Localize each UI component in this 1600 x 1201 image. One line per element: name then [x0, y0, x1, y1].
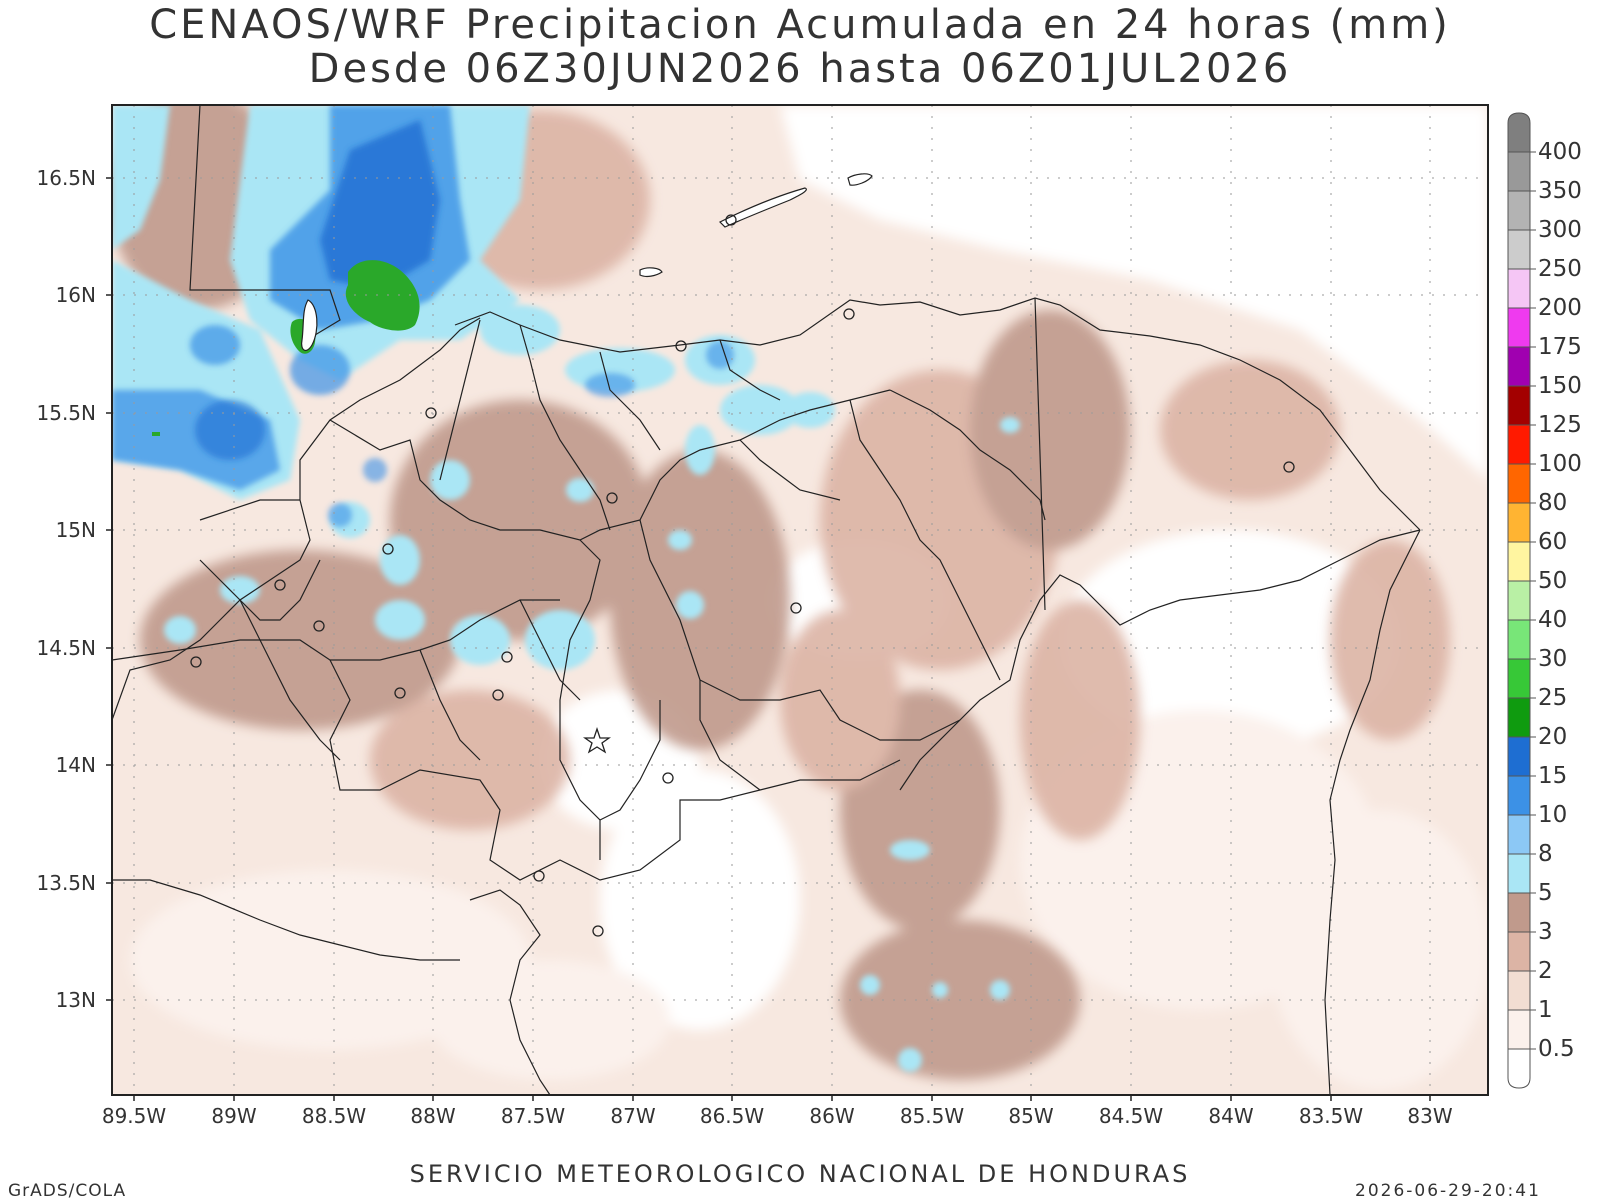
- colorbar-segment: [1507, 1048, 1531, 1089]
- colorbar-segment: [1507, 736, 1531, 777]
- lon-label-84-5w: 84.5W: [1098, 1104, 1164, 1128]
- colorbar-label: 150: [1538, 373, 1582, 399]
- lon-label-83w: 83W: [1407, 1104, 1453, 1128]
- colorbar-label: 3: [1538, 919, 1553, 945]
- lon-label-89-5w: 89.5W: [101, 1104, 167, 1128]
- footer-agency: SERVICIO METEOROLOGICO NACIONAL DE HONDU…: [409, 1160, 1191, 1188]
- axis-ticks: [106, 177, 1431, 1101]
- colorbar-label: 2: [1538, 958, 1553, 984]
- lat-label-16n: 16N: [55, 283, 96, 307]
- colorbar-segment: [1507, 112, 1531, 153]
- colorbar-label: 100: [1538, 451, 1582, 477]
- colorbar-segment: [1507, 697, 1531, 738]
- colorbar-label: 200: [1538, 295, 1582, 321]
- colorbar-label: 10: [1538, 802, 1568, 828]
- colorbar-label: 300: [1538, 217, 1582, 243]
- lon-label-86w: 86W: [809, 1104, 855, 1128]
- lat-label-16-5n: 16.5N: [36, 166, 97, 190]
- chart-subtitle: Desde 06Z30JUN2026 hasta 06Z01JUL2026: [308, 46, 1292, 92]
- colorbar-label: 25: [1538, 685, 1568, 711]
- lon-label-86-5w: 86.5W: [699, 1104, 765, 1128]
- lat-label-14-5n: 14.5N: [36, 636, 97, 660]
- lat-label-15n: 15N: [55, 518, 96, 542]
- lon-label-88w: 88W: [410, 1104, 456, 1128]
- lon-label-88-5w: 88.5W: [301, 1104, 367, 1128]
- chart-title: CENAOS/WRF Precipitacion Acumulada en 24…: [149, 2, 1451, 48]
- lat-label-13-5n: 13.5N: [36, 871, 97, 895]
- colorbar-segment: [1507, 619, 1531, 660]
- colorbar-segment: [1507, 151, 1531, 192]
- capital-star-icon: [582, 726, 612, 754]
- colorbar-label: 15: [1538, 763, 1568, 789]
- coastline-and-borders: [112, 105, 1421, 1095]
- lon-label-85w: 85W: [1008, 1104, 1054, 1128]
- colorbar-label: 250: [1538, 256, 1582, 282]
- colorbar-label: 400: [1538, 139, 1582, 165]
- colorbar-segment: [1507, 658, 1531, 699]
- colorbar-label: 30: [1538, 646, 1568, 672]
- colorbar-label: 0.5: [1538, 1036, 1575, 1062]
- colorbar-segment: [1507, 268, 1531, 309]
- colorbar-segment: [1507, 229, 1531, 270]
- colorbar-segment: [1507, 541, 1531, 582]
- footer-timestamp: 2026-06-29-20:41: [1355, 1181, 1541, 1201]
- colorbar-segment: [1507, 346, 1531, 387]
- colorbar-segment: [1507, 424, 1531, 465]
- colorbar-label: 60: [1538, 529, 1568, 555]
- colorbar-label: 50: [1538, 568, 1568, 594]
- colorbar-segment: [1507, 385, 1531, 426]
- colorbar-label: 80: [1538, 490, 1568, 516]
- colorbar-segment: [1507, 463, 1531, 504]
- lon-label-84w: 84W: [1208, 1104, 1254, 1128]
- lon-label-85-5w: 85.5W: [899, 1104, 965, 1128]
- colorbar-label: 8: [1538, 841, 1553, 867]
- colorbar-segment: [1507, 580, 1531, 621]
- map-frame: [111, 104, 1489, 1096]
- colorbar-segment: [1507, 814, 1531, 855]
- colorbar-label: 5: [1538, 880, 1553, 906]
- lat-lon-grid: [112, 105, 1488, 1095]
- lat-label-15-5n: 15.5N: [36, 401, 97, 425]
- colorbar-label: 175: [1538, 334, 1582, 360]
- lon-label-87-5w: 87.5W: [500, 1104, 566, 1128]
- colorbar-segment: [1507, 853, 1531, 894]
- colorbar-label: 40: [1538, 607, 1568, 633]
- colorbar-label: 350: [1538, 178, 1582, 204]
- colorbar-label: 1: [1538, 997, 1553, 1023]
- colorbar: [1507, 112, 1536, 1089]
- colorbar-segment: [1507, 190, 1531, 231]
- colorbar-segment: [1507, 502, 1531, 543]
- colorbar-segment: [1507, 931, 1531, 972]
- colorbar-segment: [1507, 307, 1531, 348]
- lon-label-89w: 89W: [211, 1104, 257, 1128]
- colorbar-label: 125: [1538, 412, 1582, 438]
- lat-label-13n: 13N: [55, 988, 96, 1012]
- lon-label-87w: 87W: [610, 1104, 656, 1128]
- bay-islands: [301, 173, 873, 352]
- colorbar-label: 20: [1538, 724, 1568, 750]
- precip-field: [112, 105, 1488, 1095]
- colorbar-segment: [1507, 775, 1531, 816]
- lon-label-83-5w: 83.5W: [1298, 1104, 1364, 1128]
- footer-software: GrADS/COLA: [8, 1181, 127, 1201]
- colorbar-segment: [1507, 970, 1531, 1011]
- colorbar-segment: [1507, 1009, 1531, 1050]
- colorbar-segment: [1507, 892, 1531, 933]
- lat-label-14n: 14N: [55, 753, 96, 777]
- city-markers: [190, 214, 1295, 937]
